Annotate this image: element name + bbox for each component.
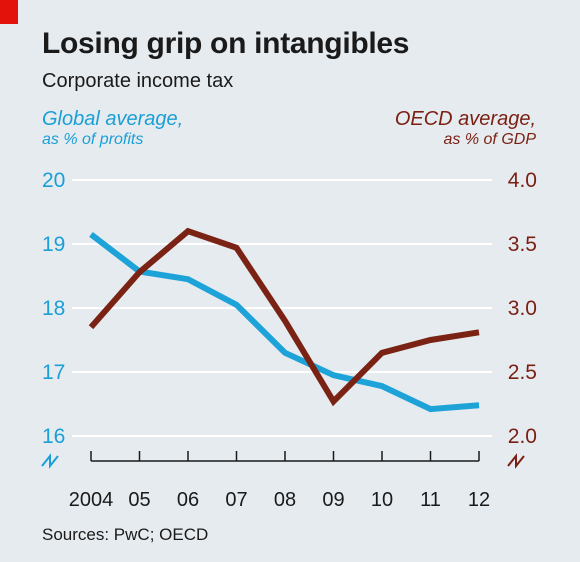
left-axis-title-line1: Global average, bbox=[42, 108, 184, 130]
x-tick-label: 2004 bbox=[69, 489, 114, 511]
series-line-oecd bbox=[88, 227, 480, 407]
left-tick-label: 17 bbox=[42, 361, 65, 384]
left-tick-label: 16 bbox=[42, 425, 65, 448]
left-tick-label: 19 bbox=[42, 233, 65, 256]
right-tick-label: 3.0 bbox=[508, 297, 537, 320]
x-tick-label: 06 bbox=[177, 489, 199, 511]
x-tick-label: 07 bbox=[225, 489, 247, 511]
left-tick-label: 18 bbox=[42, 297, 65, 320]
x-tick-label: 11 bbox=[420, 489, 441, 511]
right-tick-label: 4.0 bbox=[508, 169, 537, 192]
chart-subtitle: Corporate income tax bbox=[42, 70, 234, 92]
x-tick-label: 12 bbox=[468, 489, 490, 511]
right-axis-title: OECD average, as % of GDP bbox=[395, 108, 536, 149]
left-axis-title-line2: as % of profits bbox=[42, 131, 144, 148]
right-axis-break-icon bbox=[507, 453, 525, 469]
right-tick-label: 3.5 bbox=[508, 233, 537, 256]
x-tick-label: 08 bbox=[274, 489, 296, 511]
x-tick-label: 10 bbox=[371, 489, 393, 511]
left-tick-label: 20 bbox=[42, 169, 65, 192]
chart-title: Losing grip on intangibles bbox=[42, 27, 410, 60]
right-axis-title-line2: as % of GDP bbox=[443, 131, 536, 148]
source-note: Sources: PwC; OECD bbox=[42, 525, 209, 544]
left-axis-break-icon bbox=[41, 453, 59, 469]
right-axis-title-line1: OECD average, bbox=[394, 108, 536, 130]
left-axis-title: Global average, as % of profits bbox=[42, 108, 183, 149]
x-tick-label: 05 bbox=[128, 489, 150, 511]
x-tick-label: 09 bbox=[322, 489, 344, 511]
brand-red-tab bbox=[0, 0, 18, 24]
right-tick-label: 2.5 bbox=[508, 361, 537, 384]
right-tick-label: 2.0 bbox=[508, 425, 537, 448]
